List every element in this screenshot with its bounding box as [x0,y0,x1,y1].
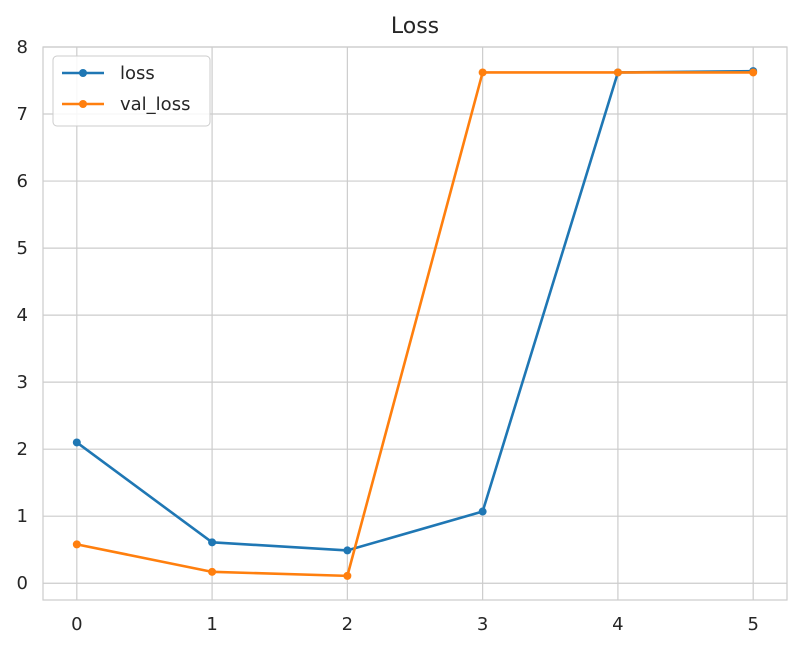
data-point-val_loss [613,68,622,77]
y-tick-label: 6 [17,171,28,192]
y-tick-label: 1 [17,506,28,527]
data-point-val_loss [343,571,352,580]
legend-label-loss: loss [120,63,155,84]
plot-frame [42,46,788,601]
chart-title: Loss [391,14,439,39]
x-tick-label: 5 [747,614,758,635]
series-line-val_loss [76,71,754,578]
series-group [72,67,758,580]
data-point-val_loss [478,68,487,77]
tick-labels: 0 1 2 3 4 5 0 1 2 3 4 5 6 7 8 [17,37,759,635]
data-point-loss [478,507,487,516]
data-point-loss [208,538,217,547]
y-tick-label: 4 [17,305,28,326]
legend: loss val_loss [52,55,211,127]
legend-marker-val_loss [79,100,87,108]
y-tick-label: 0 [17,573,28,594]
x-tick-label: 1 [206,614,217,635]
data-point-val_loss [208,567,217,576]
y-tick-label: 7 [17,104,28,125]
y-tick-label: 3 [17,372,28,393]
data-point-val_loss [72,540,81,549]
x-tick-label: 0 [71,614,82,635]
legend-label-val_loss: val_loss [120,94,190,115]
y-tick-label: 5 [17,238,28,259]
data-point-loss [343,546,352,555]
x-tick-label: 4 [612,614,623,635]
y-tick-label: 2 [17,439,28,460]
data-point-val_loss [749,68,758,77]
x-tick-label: 3 [477,614,488,635]
y-tick-label: 8 [17,37,28,58]
legend-marker-loss [79,69,87,77]
x-tick-label: 2 [342,614,353,635]
data-point-loss [72,438,81,447]
